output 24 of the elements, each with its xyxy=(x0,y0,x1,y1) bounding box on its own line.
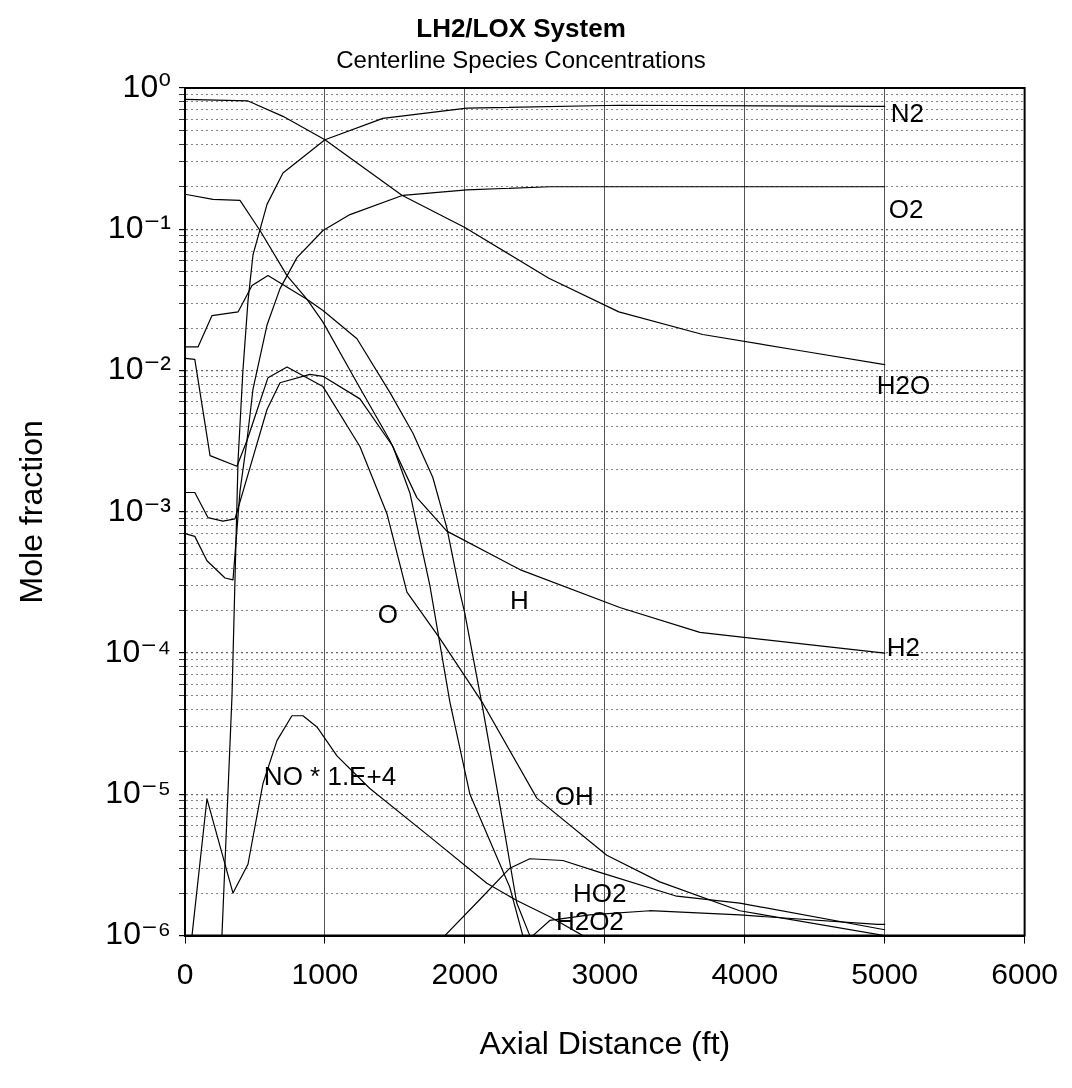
y-tick-label: 10⁻² xyxy=(107,350,172,387)
chart-subtitle: Centerline Species Concentrations xyxy=(336,46,706,74)
x-tick-label: 2000 xyxy=(431,956,499,990)
annotation: H2 xyxy=(886,632,920,663)
annotation: H xyxy=(509,584,529,615)
y-tick-label: 10⁻³ xyxy=(107,491,172,528)
annotation: O2 xyxy=(888,193,924,224)
x-tick-label: 0 xyxy=(176,956,194,990)
y-tick-label: 10⁻⁶ xyxy=(105,915,171,952)
annotation: O xyxy=(377,598,398,629)
x-axis-title: Axial Distance (ft) xyxy=(479,1024,731,1061)
x-tick-label: 5000 xyxy=(851,956,919,990)
annotation: OH xyxy=(554,781,594,812)
x-tick-label: 3000 xyxy=(571,956,639,990)
x-tick-label: 6000 xyxy=(991,956,1059,990)
x-tick-label: 1000 xyxy=(291,956,359,990)
y-axis-title: Mole fraction xyxy=(13,420,50,604)
annotation: N2 xyxy=(890,97,924,128)
y-tick-label: 10⁰ xyxy=(122,67,171,104)
chart-title: LH2/LOX System xyxy=(416,12,626,43)
x-tick-label: 4000 xyxy=(711,956,779,990)
y-tick-label: 10⁻¹ xyxy=(107,209,171,246)
y-tick-label: 10⁻⁵ xyxy=(105,774,171,811)
y-tick-label: 10⁻⁴ xyxy=(104,632,171,669)
